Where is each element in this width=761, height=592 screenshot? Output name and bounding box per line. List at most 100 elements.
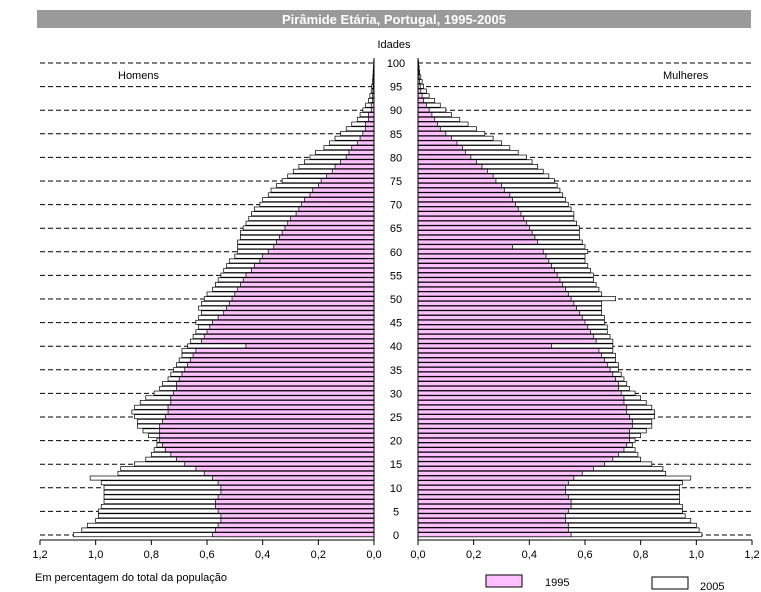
- men-label: Homens: [118, 70, 159, 82]
- bar-1995-women-age-23: [417, 423, 633, 429]
- bar-1995-women-age-81: [417, 149, 466, 155]
- bar-1995-men-age-70: [301, 201, 375, 207]
- x-tick-left-5: 0,2: [311, 549, 326, 561]
- bar-1995-women-age-27: [417, 404, 628, 410]
- title-bar: [37, 10, 751, 28]
- bar-1995-men-age-66: [287, 220, 375, 226]
- bar-1995-women-age-58: [417, 258, 550, 264]
- bar-1995-women-age-41: [417, 338, 597, 344]
- bar-1995-women-age-67: [417, 216, 525, 221]
- x-tick-right-4: 0,8: [633, 549, 648, 561]
- bar-1995-women-age-85: [417, 131, 447, 136]
- legend-swatch-2005: [651, 576, 689, 590]
- x-ticks-right: 0,0 0,2 0,4 0,6 0,8 1,0 1,2: [410, 540, 760, 561]
- bar-1995-women-age-40: [417, 343, 552, 349]
- age-tick-55: 55: [390, 270, 402, 282]
- bar-1995-women-age-20: [417, 437, 630, 443]
- bar-1995-women-age-30: [417, 390, 622, 396]
- bar-1995-men-age-35: [184, 367, 375, 372]
- age-tick-70: 70: [390, 200, 402, 212]
- bar-1995-women-age-6: [417, 503, 572, 509]
- women-bars: [417, 60, 703, 538]
- bar-1995-men-age-30: [173, 390, 375, 396]
- bar-1995-men-age-79: [340, 159, 375, 165]
- bar-1995-men-age-1: [215, 527, 375, 533]
- age-tick-20: 20: [390, 436, 402, 448]
- bar-1995-women-age-24: [417, 419, 633, 424]
- x-tick-right-5: 1,0: [689, 549, 704, 561]
- bar-1995-women-age-51: [417, 291, 569, 297]
- bar-1995-women-age-70: [417, 201, 516, 207]
- bar-1995-men-age-73: [312, 187, 375, 193]
- bar-1995-men-age-51: [234, 291, 375, 297]
- bar-1995-men-age-47: [223, 310, 375, 316]
- bar-1995-women-age-84: [417, 135, 452, 141]
- bar-1995-women-age-46: [417, 315, 583, 320]
- bar-1995-men-age-67: [290, 216, 375, 221]
- bar-1995-women-age-59: [417, 253, 547, 259]
- bar-1995-women-age-66: [417, 220, 527, 226]
- bar-1995-women-age-17: [417, 452, 619, 457]
- bar-1995-women-age-52: [417, 286, 566, 292]
- bar-1995-women-age-77: [417, 168, 488, 174]
- bar-1995-men-age-63: [279, 234, 375, 240]
- bar-1995-men-age-85: [362, 131, 375, 136]
- age-tick-35: 35: [390, 365, 402, 377]
- bar-1995-women-age-14: [417, 466, 594, 472]
- bar-1995-women-age-38: [417, 352, 603, 358]
- bar-1995-women-age-82: [417, 145, 463, 151]
- x-tick-left-2: 0,8: [144, 549, 159, 561]
- men-bars: [73, 60, 375, 538]
- bar-1995-women-age-4: [417, 513, 566, 519]
- bar-1995-women-age-62: [417, 239, 539, 245]
- bar-1995-women-age-7: [417, 499, 572, 505]
- x-tick-left-0: 1,2: [32, 549, 47, 561]
- bar-1995-men-age-34: [181, 371, 375, 377]
- bar-1995-women-age-79: [417, 159, 477, 165]
- bar-1995-men-age-68: [295, 211, 375, 217]
- bar-1995-men-age-42: [203, 334, 375, 339]
- bar-1995-women-age-53: [417, 282, 564, 287]
- bar-1995-men-age-14: [195, 466, 375, 472]
- bar-1995-women-age-57: [417, 263, 552, 269]
- age-tick-60: 60: [390, 247, 402, 259]
- bar-1995-women-age-63: [417, 234, 536, 240]
- bar-1995-women-age-2: [417, 522, 569, 528]
- bar-1995-women-age-65: [417, 225, 530, 231]
- bar-1995-men-age-46: [217, 315, 375, 320]
- bar-1995-men-age-45: [212, 319, 375, 325]
- bar-1995-women-age-86: [417, 126, 441, 132]
- bar-1995-women-age-93: [417, 93, 423, 99]
- bar-1995-men-age-26: [167, 409, 375, 415]
- x-tick-right-6: 1,2: [744, 549, 759, 561]
- bar-1995-men-age-29: [170, 395, 375, 401]
- bar-1995-men-age-9: [220, 489, 375, 495]
- age-tick-5: 5: [393, 506, 399, 518]
- bar-1995-men-age-17: [170, 452, 375, 457]
- bar-1995-women-age-71: [417, 197, 513, 202]
- age-tick-0: 0: [393, 530, 399, 542]
- x-tick-right-2: 0,4: [522, 549, 537, 561]
- bar-1995-women-age-5: [417, 508, 569, 514]
- bar-1995-women-age-18: [417, 447, 625, 453]
- bar-1995-women-age-64: [417, 230, 533, 236]
- x-tick-right-3: 0,6: [577, 549, 592, 561]
- bar-1995-men-age-86: [365, 126, 375, 132]
- age-tick-10: 10: [390, 483, 402, 495]
- bar-1995-men-age-44: [209, 324, 375, 330]
- age-tick-80: 80: [390, 152, 402, 164]
- bar-1995-men-age-75: [320, 178, 375, 184]
- bar-1995-women-age-21: [417, 433, 630, 438]
- bar-1995-men-age-53: [240, 282, 375, 287]
- bar-1995-men-age-18: [164, 447, 375, 453]
- bar-1995-women-age-88: [417, 116, 436, 122]
- bar-1995-women-age-69: [417, 206, 519, 212]
- bar-1995-women-age-92: [417, 98, 424, 103]
- age-tick-50: 50: [390, 294, 402, 306]
- bar-1995-women-age-48: [417, 305, 577, 311]
- bar-1995-women-age-78: [417, 164, 483, 169]
- bar-1995-men-age-84: [359, 135, 375, 141]
- bar-1995-women-age-47: [417, 310, 580, 316]
- bar-1995-men-age-39: [195, 348, 375, 354]
